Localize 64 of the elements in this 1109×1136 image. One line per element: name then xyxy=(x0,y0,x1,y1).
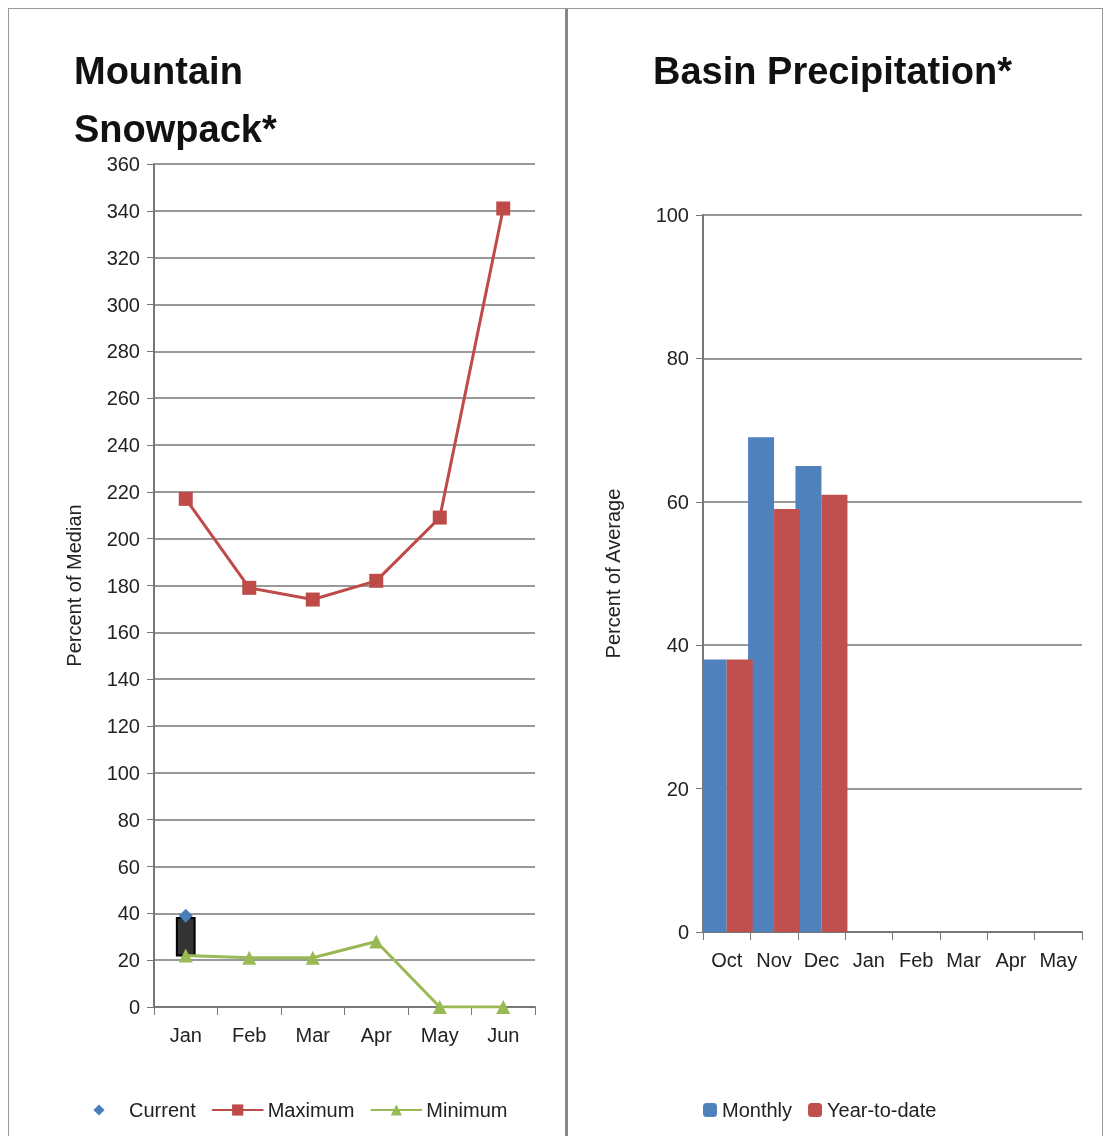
point xyxy=(178,491,193,506)
y-tick-label: 340 xyxy=(106,199,140,222)
point xyxy=(432,510,447,525)
y-tick-label: 160 xyxy=(106,621,140,644)
point xyxy=(496,201,511,216)
point xyxy=(369,573,384,588)
y-tick-label: 320 xyxy=(106,246,140,269)
y-tick-label: 80 xyxy=(117,808,140,831)
x-tick-label: May xyxy=(1039,949,1078,971)
y-axis-title: Percent of Average xyxy=(602,488,624,659)
point xyxy=(369,934,384,949)
chart-title: Basin Precipitation* xyxy=(653,50,1013,92)
point xyxy=(178,908,193,923)
y-tick-label: 200 xyxy=(106,527,140,550)
y-tick-label: 220 xyxy=(106,480,140,503)
legend-label: Monthly xyxy=(722,1099,793,1121)
x-tick-label: Jan xyxy=(852,949,885,971)
y-tick-label: 20 xyxy=(117,949,140,972)
point xyxy=(432,1000,447,1014)
x-tick-label: Dec xyxy=(803,949,840,971)
x-tick-label: Apr xyxy=(995,949,1027,971)
y-tick-label: 60 xyxy=(666,490,689,513)
y-tick-label: 20 xyxy=(666,777,689,800)
x-tick-label: Mar xyxy=(946,949,982,971)
y-tick-label: 280 xyxy=(106,340,140,363)
legend-label: Minimum xyxy=(426,1099,508,1121)
x-tick-label: Apr xyxy=(360,1024,393,1046)
bar xyxy=(821,494,848,932)
x-tick-label: Mar xyxy=(295,1024,331,1046)
x-tick-label: Nov xyxy=(756,949,792,971)
point xyxy=(242,580,257,595)
y-tick-label: 0 xyxy=(128,996,140,1018)
x-tick-label: May xyxy=(420,1024,459,1046)
point xyxy=(496,1000,511,1014)
y-tick-label: 40 xyxy=(117,902,140,925)
y-tick-label: 60 xyxy=(117,855,140,878)
point xyxy=(305,592,320,607)
x-tick-label: Feb xyxy=(898,949,934,971)
x-tick-label: Feb xyxy=(232,1024,267,1046)
legend-label: Current xyxy=(129,1099,197,1121)
y-tick-label: 360 xyxy=(106,153,140,175)
y-tick-label: 240 xyxy=(106,434,140,456)
y-tick-label: 120 xyxy=(106,715,140,737)
y-tick-label: 40 xyxy=(666,634,689,657)
legend-label: Year-to-date xyxy=(827,1099,937,1121)
y-tick-label: 0 xyxy=(677,921,689,943)
x-tick-label: Jan xyxy=(169,1024,202,1046)
y-tick-label: 100 xyxy=(106,761,140,784)
y-tick-label: 260 xyxy=(106,387,140,410)
y-tick-label: 140 xyxy=(106,668,140,691)
point xyxy=(242,950,257,965)
point xyxy=(305,950,320,965)
x-tick-label: Jun xyxy=(487,1024,520,1046)
y-tick-label: 80 xyxy=(666,347,689,370)
y-tick-label: 100 xyxy=(655,204,689,226)
bar xyxy=(726,659,753,932)
y-axis-title: Percent of Median xyxy=(63,504,85,667)
y-tick-label: 180 xyxy=(106,574,140,597)
bar xyxy=(774,508,801,932)
chart-title: Mountain Snowpack* xyxy=(74,50,277,150)
y-tick-label: 300 xyxy=(106,293,140,316)
legend-label: Maximum xyxy=(267,1099,355,1121)
point xyxy=(178,948,193,963)
x-tick-label: Oct xyxy=(711,949,743,971)
